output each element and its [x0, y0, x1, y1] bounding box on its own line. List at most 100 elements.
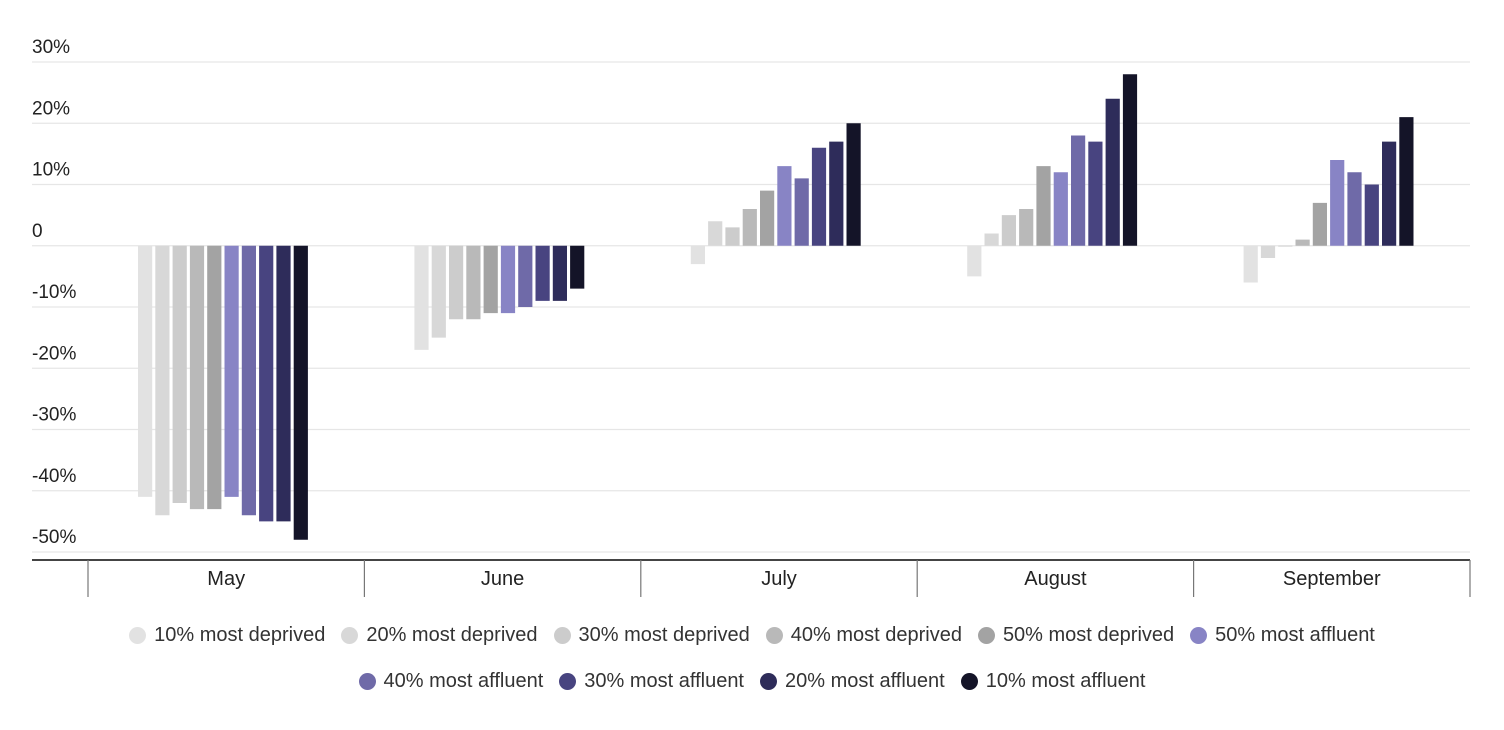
legend-label: 30% most deprived: [578, 624, 750, 646]
bar: [1053, 172, 1068, 246]
bar: [207, 245, 222, 510]
bar: [449, 245, 464, 320]
bar: [984, 233, 999, 246]
legend-swatch: [559, 673, 577, 690]
bar: [293, 245, 308, 540]
x-axis-category-labels: May June July August September: [207, 568, 1381, 590]
legend-label: 10% most deprived: [154, 624, 326, 646]
bar: [829, 141, 844, 246]
bar: [1071, 135, 1086, 246]
bar: [1347, 172, 1362, 246]
bar: [708, 221, 723, 246]
bar-chart: 30% 20% 10% 0 -10% -20% -30% -40% -50% May June Ju…: [32, 37, 1471, 597]
bar: [155, 245, 170, 516]
legend-item: 50% most deprived: [977, 624, 1175, 647]
legend-swatch: [553, 627, 571, 644]
legend-label: 50% most affluent: [1215, 624, 1375, 646]
bar: [276, 245, 291, 522]
bar: [1278, 245, 1293, 247]
legend-label: 40% most affluent: [383, 670, 544, 692]
legend-item: 30% most deprived: [553, 624, 750, 647]
bar: [1364, 184, 1379, 246]
x-category-label: September: [1283, 568, 1381, 590]
legend-label: 20% most affluent: [785, 670, 945, 692]
bar: [846, 123, 861, 246]
y-tick-label: -50%: [32, 527, 76, 548]
legend-item: 30% most affluent: [559, 670, 744, 693]
legend-item: 20% most deprived: [341, 624, 538, 647]
bar: [1019, 209, 1034, 246]
bar: [138, 245, 153, 497]
bar: [1312, 202, 1327, 246]
bar: [414, 245, 429, 350]
bar: [811, 147, 827, 246]
bar: [1122, 74, 1138, 246]
legend-label: 40% most deprived: [790, 624, 962, 646]
bar: [1260, 245, 1276, 258]
legend-label: 50% most deprived: [1002, 624, 1175, 646]
bar: [241, 245, 256, 516]
bar: [224, 245, 239, 497]
y-tick-label: 20%: [32, 98, 70, 119]
legend-swatch: [760, 673, 777, 690]
bar: [483, 245, 498, 314]
y-tick-label: -40%: [32, 466, 76, 487]
legend-item: 10% most deprived: [129, 624, 325, 647]
y-tick-label: 0: [32, 221, 43, 242]
legend-item: 50% most affluent: [1190, 624, 1375, 647]
bar: [1001, 215, 1016, 246]
y-tick-label: -10%: [32, 282, 76, 303]
bar: [431, 245, 446, 338]
legend-swatch: [977, 627, 995, 644]
legend-swatch: [358, 673, 376, 690]
legend-item: 20% most affluent: [760, 670, 945, 693]
bar: [172, 245, 187, 503]
legend-item: 40% most deprived: [765, 624, 962, 647]
legend-row-2: 40% most affluent 30% most affluent 20% mo…: [0, 670, 1504, 693]
bar: [189, 245, 205, 510]
y-axis-tick-labels: 30% 20% 10% 0 -10% -20% -30% -40% -50%: [32, 37, 76, 548]
bar: [690, 245, 705, 265]
x-category-label: August: [1024, 568, 1087, 590]
bar: [259, 245, 274, 522]
legend-label: 10% most affluent: [985, 670, 1146, 692]
bar: [777, 166, 792, 246]
bar: [500, 245, 516, 314]
bar: [1295, 239, 1310, 246]
bar: [725, 227, 740, 246]
legend-item: 10% most affluent: [960, 670, 1146, 693]
bar: [466, 245, 481, 320]
bar: [1382, 141, 1397, 246]
y-tick-label: 30%: [32, 37, 70, 58]
legend-swatch: [1190, 627, 1208, 644]
bar: [1330, 160, 1345, 246]
x-axis-category-dividers: [87, 560, 1471, 597]
bar: [1088, 141, 1103, 246]
x-category-label: June: [481, 568, 524, 590]
legend-label: 30% most affluent: [584, 670, 744, 692]
bar: [967, 245, 982, 277]
legend-swatch: [765, 627, 783, 644]
bar: [518, 245, 533, 307]
legend-swatch: [341, 627, 359, 644]
y-tick-label: 10%: [32, 160, 70, 181]
bar: [760, 190, 775, 246]
y-tick-label: -30%: [32, 405, 76, 426]
legend-row-1: 10% most deprived 20% most deprived 30% mo…: [0, 624, 1504, 647]
bar: [535, 245, 550, 301]
bar: [1399, 117, 1414, 246]
bar: [1036, 166, 1051, 246]
bars: [138, 74, 1414, 540]
legend-swatch: [129, 627, 147, 644]
bar: [742, 209, 757, 246]
bar: [570, 245, 585, 289]
y-tick-label: -20%: [32, 343, 76, 364]
legend-item: 40% most affluent: [358, 670, 544, 693]
bar: [552, 245, 567, 301]
bar: [1105, 98, 1120, 246]
legend-swatch: [960, 673, 978, 690]
x-category-label: July: [761, 568, 797, 590]
bar: [1243, 245, 1258, 283]
legend-label: 20% most deprived: [366, 624, 538, 646]
x-category-label: May: [207, 568, 245, 590]
